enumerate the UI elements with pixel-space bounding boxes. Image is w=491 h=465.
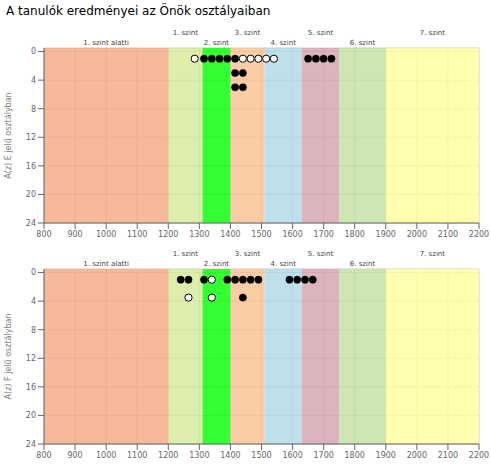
svg-text:5. szint: 5. szint — [308, 29, 334, 37]
svg-text:0: 0 — [31, 47, 36, 56]
svg-text:1600: 1600 — [282, 230, 302, 239]
svg-text:1. szint: 1. szint — [173, 250, 199, 258]
svg-text:2000: 2000 — [407, 451, 427, 460]
svg-text:800: 800 — [36, 230, 51, 239]
svg-text:1200: 1200 — [158, 451, 178, 460]
svg-text:2100: 2100 — [438, 230, 458, 239]
svg-text:2. szint: 2. szint — [204, 39, 230, 47]
html-text:A tanulók eredményei az Önök o: A tanulók eredményei az Önök osztályaiba… — [6, 4, 271, 18]
svg-text:1800: 1800 — [345, 230, 365, 239]
svg-text:5. szint: 5. szint — [308, 250, 334, 258]
svg-text:2100: 2100 — [438, 451, 458, 460]
svg-text:6. szint: 6. szint — [350, 39, 376, 47]
svg-text:900: 900 — [67, 451, 82, 460]
svg-text:4: 4 — [31, 297, 36, 306]
svg-text:1900: 1900 — [376, 451, 396, 460]
svg-text:1100: 1100 — [127, 230, 147, 239]
svg-text:4. szint: 4. szint — [271, 39, 297, 47]
svg-text:900: 900 — [67, 230, 82, 239]
svg-text:6. szint: 6. szint — [350, 260, 376, 268]
svg-text:7. szint: 7. szint — [420, 250, 446, 258]
svg-text:4. szint: 4. szint — [271, 260, 297, 268]
svg-text:2000: 2000 — [407, 230, 427, 239]
svg-text:2200: 2200 — [469, 451, 483, 460]
svg-text:12: 12 — [26, 133, 36, 142]
svg-text:24: 24 — [26, 219, 36, 228]
svg-text:3. szint: 3. szint — [235, 29, 261, 37]
svg-text:1. szint alatti: 1. szint alatti — [83, 260, 129, 268]
svg-text:1400: 1400 — [220, 451, 240, 460]
svg-text:2200: 2200 — [469, 230, 483, 239]
svg-text:1700: 1700 — [313, 230, 333, 239]
svg-text:16: 16 — [26, 383, 36, 392]
svg-text:A(z) E jelű osztályban: A(z) E jelű osztályban — [8, 92, 13, 178]
svg-text:20: 20 — [26, 411, 36, 420]
svg-text:1200: 1200 — [158, 230, 178, 239]
svg-text:1300: 1300 — [189, 230, 209, 239]
svg-text:24: 24 — [26, 440, 36, 449]
svg-text:1300: 1300 — [189, 451, 209, 460]
svg-text:3. szint: 3. szint — [235, 250, 261, 258]
svg-text:1600: 1600 — [282, 451, 302, 460]
svg-text:1900: 1900 — [376, 230, 396, 239]
svg-text:7. szint: 7. szint — [420, 29, 446, 37]
svg-text:1700: 1700 — [313, 451, 333, 460]
svg-text:8: 8 — [31, 326, 36, 335]
svg-text:1500: 1500 — [251, 230, 271, 239]
svg-text:0: 0 — [31, 268, 36, 277]
svg-text:20: 20 — [26, 190, 36, 199]
svg-text:1100: 1100 — [127, 451, 147, 460]
svg-text:4: 4 — [31, 76, 36, 85]
svg-text:1500: 1500 — [251, 451, 271, 460]
svg-text:1. szint: 1. szint — [173, 29, 199, 37]
svg-text:16: 16 — [26, 162, 36, 171]
svg-text:2. szint: 2. szint — [204, 260, 230, 268]
svg-text:8: 8 — [31, 105, 36, 114]
svg-text:800: 800 — [36, 451, 51, 460]
svg-text:1000: 1000 — [96, 230, 116, 239]
svg-text:12: 12 — [26, 354, 36, 363]
svg-text:A(z) F jelű osztályban: A(z) F jelű osztályban — [8, 314, 13, 400]
svg-text:1000: 1000 — [96, 451, 116, 460]
svg-text:1800: 1800 — [345, 451, 365, 460]
svg-text:1400: 1400 — [220, 230, 240, 239]
svg-text:1. szint alatti: 1. szint alatti — [83, 39, 129, 47]
